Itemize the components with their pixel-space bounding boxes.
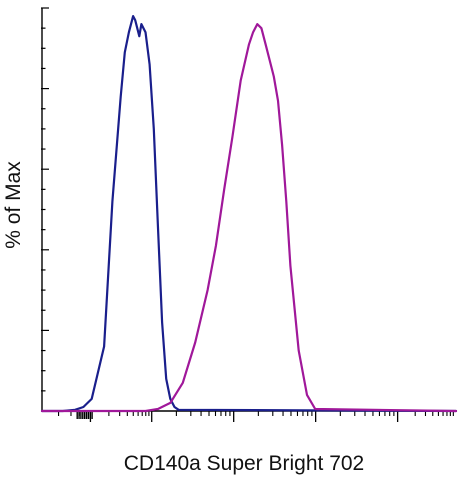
y-axis-label: % of Max [2, 161, 25, 249]
x-axis-label: CD140a Super Bright 702 [124, 452, 365, 475]
x-axis-ticks [58, 411, 454, 422]
y-axis-ticks [41, 7, 49, 412]
series-line-1 [40, 15, 458, 413]
series-line-2 [40, 23, 458, 413]
series-layer [40, 15, 458, 413]
